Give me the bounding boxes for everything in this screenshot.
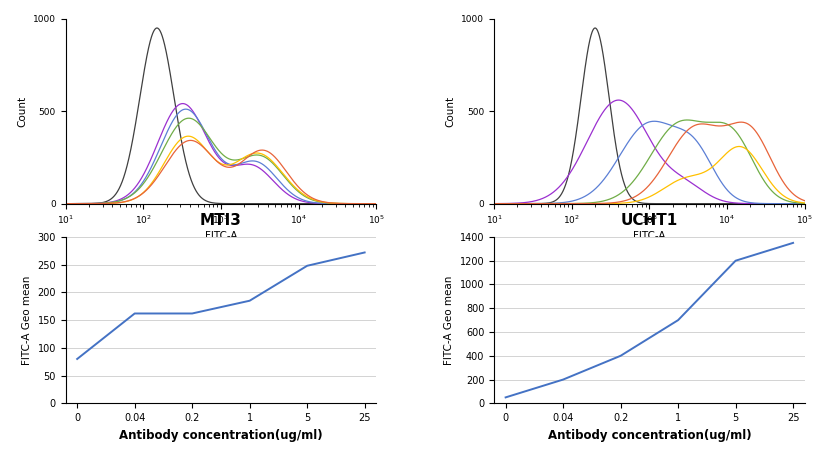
X-axis label: Antibody concentration(ug/ml): Antibody concentration(ug/ml) <box>119 429 323 442</box>
Y-axis label: FITC-A Geo mean: FITC-A Geo mean <box>22 275 32 365</box>
X-axis label: Antibody concentration(ug/ml): Antibody concentration(ug/ml) <box>548 429 751 442</box>
Text: UCHT1: UCHT1 <box>621 213 678 228</box>
X-axis label: FITC-A: FITC-A <box>633 231 666 242</box>
Y-axis label: Count: Count <box>17 96 27 127</box>
Y-axis label: Count: Count <box>446 96 456 127</box>
X-axis label: FITC-A: FITC-A <box>204 231 237 242</box>
Y-axis label: FITC-A Geo mean: FITC-A Geo mean <box>444 275 454 365</box>
Text: MTI3: MTI3 <box>200 213 242 228</box>
